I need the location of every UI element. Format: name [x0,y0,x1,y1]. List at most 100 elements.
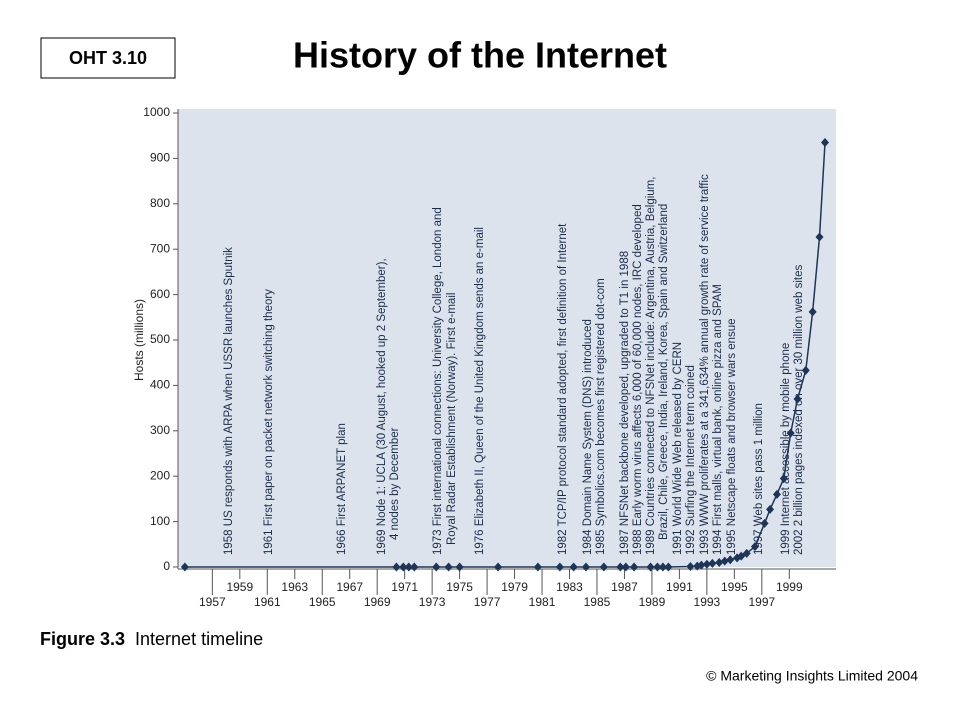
x-tick-label: 1965 [309,595,336,609]
data-point [801,365,810,375]
y-axis-label: Hosts (millions) [132,299,146,381]
data-point [664,562,673,572]
x-tick-label: 1999 [776,580,803,594]
data-point [569,562,578,572]
data-point [815,232,824,242]
x-tick-label: 1975 [446,580,473,594]
annotation: 1984 Domain Name System (DNS) introduced [582,319,594,555]
annotation: 1958 US responds with ARPA when USSR lau… [223,247,235,555]
annotation: 4 nodes by December [389,427,401,540]
x-tick-label: 1983 [556,580,583,594]
x-tick-label: 1967 [336,580,363,594]
annotation: 2002 2 billion pages indexed on over 30 … [793,265,805,555]
data-point [621,562,630,572]
data-point [555,562,564,572]
x-tick-label: 1959 [226,580,253,594]
annotation: Brazil, Chile, Greece, India, Ireland, K… [658,204,670,540]
x-tick-label: 1963 [281,580,308,594]
data-point [410,562,419,572]
y-tick-label: 1000 [143,105,170,119]
data-point [432,562,441,572]
data-point [444,562,453,572]
data-point [616,562,625,572]
x-tick-label: 1997 [748,595,775,609]
badge-box [40,37,176,79]
y-tick-label: 400 [150,378,170,392]
annotation: 1973 First international connections: Un… [432,207,444,555]
annotation: 1985 Symbolics.com becomes first registe… [595,278,607,555]
annotation: 1966 First ARPANET plan [336,423,348,555]
x-tick-label: 1989 [639,595,666,609]
data-point [697,560,706,570]
annotation: 1992 Surfing the Internet term coined [685,365,697,555]
data-point [786,428,795,438]
annotation: 1989 Countries connected to NFSNet inclu… [645,177,657,555]
badge: OHT 3.10 [69,48,147,68]
data-point [821,138,830,148]
x-tick-label: 1995 [721,580,748,594]
plot-area [178,109,836,567]
annotation: 1988 Early worm virus affects 6,000 of 6… [632,204,644,555]
x-tick-label: 1977 [474,595,501,609]
data-point [702,559,711,569]
data-point [686,562,695,572]
data-point [455,562,464,572]
data-point [726,555,735,565]
y-tick-label: 0 [163,559,170,573]
annotation: 1994 First malls, virtual bank, online p… [712,284,724,555]
annotation: 1995 Netscape floats and browser wars en… [726,318,738,555]
data-point [793,394,802,404]
caption-label: Figure 3.3 [40,629,125,649]
data-point [772,489,781,499]
data-point [494,562,503,572]
y-tick-label: 700 [150,241,170,255]
annotation: 1993 WWW proliferates at a 341,634% annu… [699,174,711,555]
y-tick-label: 100 [150,514,170,528]
data-point [404,562,413,572]
annotation: 1999 Internet accessible by mobile phone [780,343,792,555]
data-point [808,307,817,317]
y-tick-label: 800 [150,196,170,210]
data-point [779,473,788,483]
annotation: 1987 NFSNet backbone developed, upgraded… [619,251,631,555]
annotation: 1991 World Wide Web released by CERN [672,342,684,555]
data-point [392,562,401,572]
y-tick-label: 900 [150,151,170,165]
data-point [653,562,662,572]
y-tick-label: 200 [150,468,170,482]
y-tick-label: 600 [150,287,170,301]
annotation: 1961 First paper on packet network switc… [263,289,275,555]
x-tick-label: 1991 [666,580,693,594]
data-point [399,562,408,572]
annotation: 1969 Node 1: UCLA (30 August, hooked up … [376,258,388,555]
data-point [630,562,639,572]
data-point [658,562,667,572]
x-tick-label: 1979 [501,580,528,594]
data-point [715,557,724,567]
data-point [533,562,542,572]
data-point [720,556,729,566]
x-tick-label: 1971 [391,580,418,594]
x-tick-label: 1985 [584,595,611,609]
data-point [180,562,189,572]
y-tick-label: 500 [150,332,170,346]
data-point [708,558,717,568]
x-tick-label: 1987 [611,580,638,594]
annotation: 1997 Web sites pass 1 million [753,403,765,555]
annotation: Royal Radar Establishment (Norway). Firs… [446,293,458,545]
data-point [750,542,759,552]
data-point [599,562,608,572]
data-point [742,548,751,558]
data-point [760,518,769,528]
annotation: 1982 TCP/IP protocol standard adopted, f… [557,223,569,555]
copyright: © Marketing Insights Limited 2004 [706,668,918,684]
chart-title: History of the Internet [293,35,667,76]
caption: Figure 3.3 Internet timeline [40,629,263,649]
x-tick-label: 1973 [419,595,446,609]
x-tick-label: 1993 [694,595,721,609]
y-tick-label: 300 [150,423,170,437]
data-point [581,562,590,572]
x-tick-label: 1981 [529,595,556,609]
x-tick-label: 1957 [199,595,226,609]
